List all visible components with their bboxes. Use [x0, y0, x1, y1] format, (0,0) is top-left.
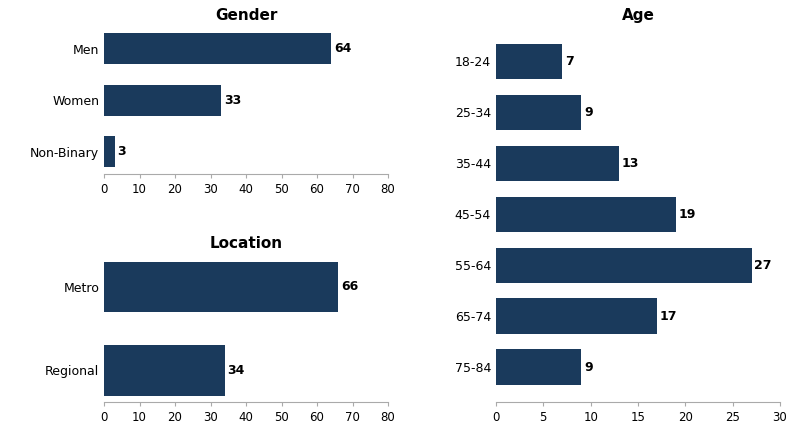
- Bar: [104, 262, 338, 312]
- Text: 64: 64: [334, 42, 351, 55]
- Bar: [496, 197, 676, 232]
- Bar: [104, 136, 114, 167]
- Text: 17: 17: [660, 310, 678, 323]
- Text: 19: 19: [678, 208, 696, 221]
- Title: Location: Location: [210, 236, 282, 251]
- Bar: [496, 44, 562, 79]
- Bar: [496, 145, 619, 181]
- Title: Age: Age: [622, 8, 654, 23]
- Text: 27: 27: [754, 259, 772, 272]
- Bar: [496, 95, 581, 130]
- Title: Gender: Gender: [215, 8, 278, 23]
- Text: 33: 33: [224, 94, 242, 107]
- Bar: [104, 33, 331, 64]
- Text: 13: 13: [622, 157, 639, 170]
- Text: 7: 7: [565, 55, 574, 68]
- Text: 9: 9: [584, 361, 593, 374]
- Text: 66: 66: [341, 280, 358, 293]
- Text: 9: 9: [584, 106, 593, 119]
- Text: 3: 3: [118, 145, 126, 158]
- Text: 34: 34: [227, 364, 245, 377]
- Bar: [104, 85, 221, 116]
- Bar: [496, 298, 657, 334]
- Bar: [496, 248, 751, 283]
- Bar: [104, 345, 225, 396]
- Bar: [496, 350, 581, 385]
